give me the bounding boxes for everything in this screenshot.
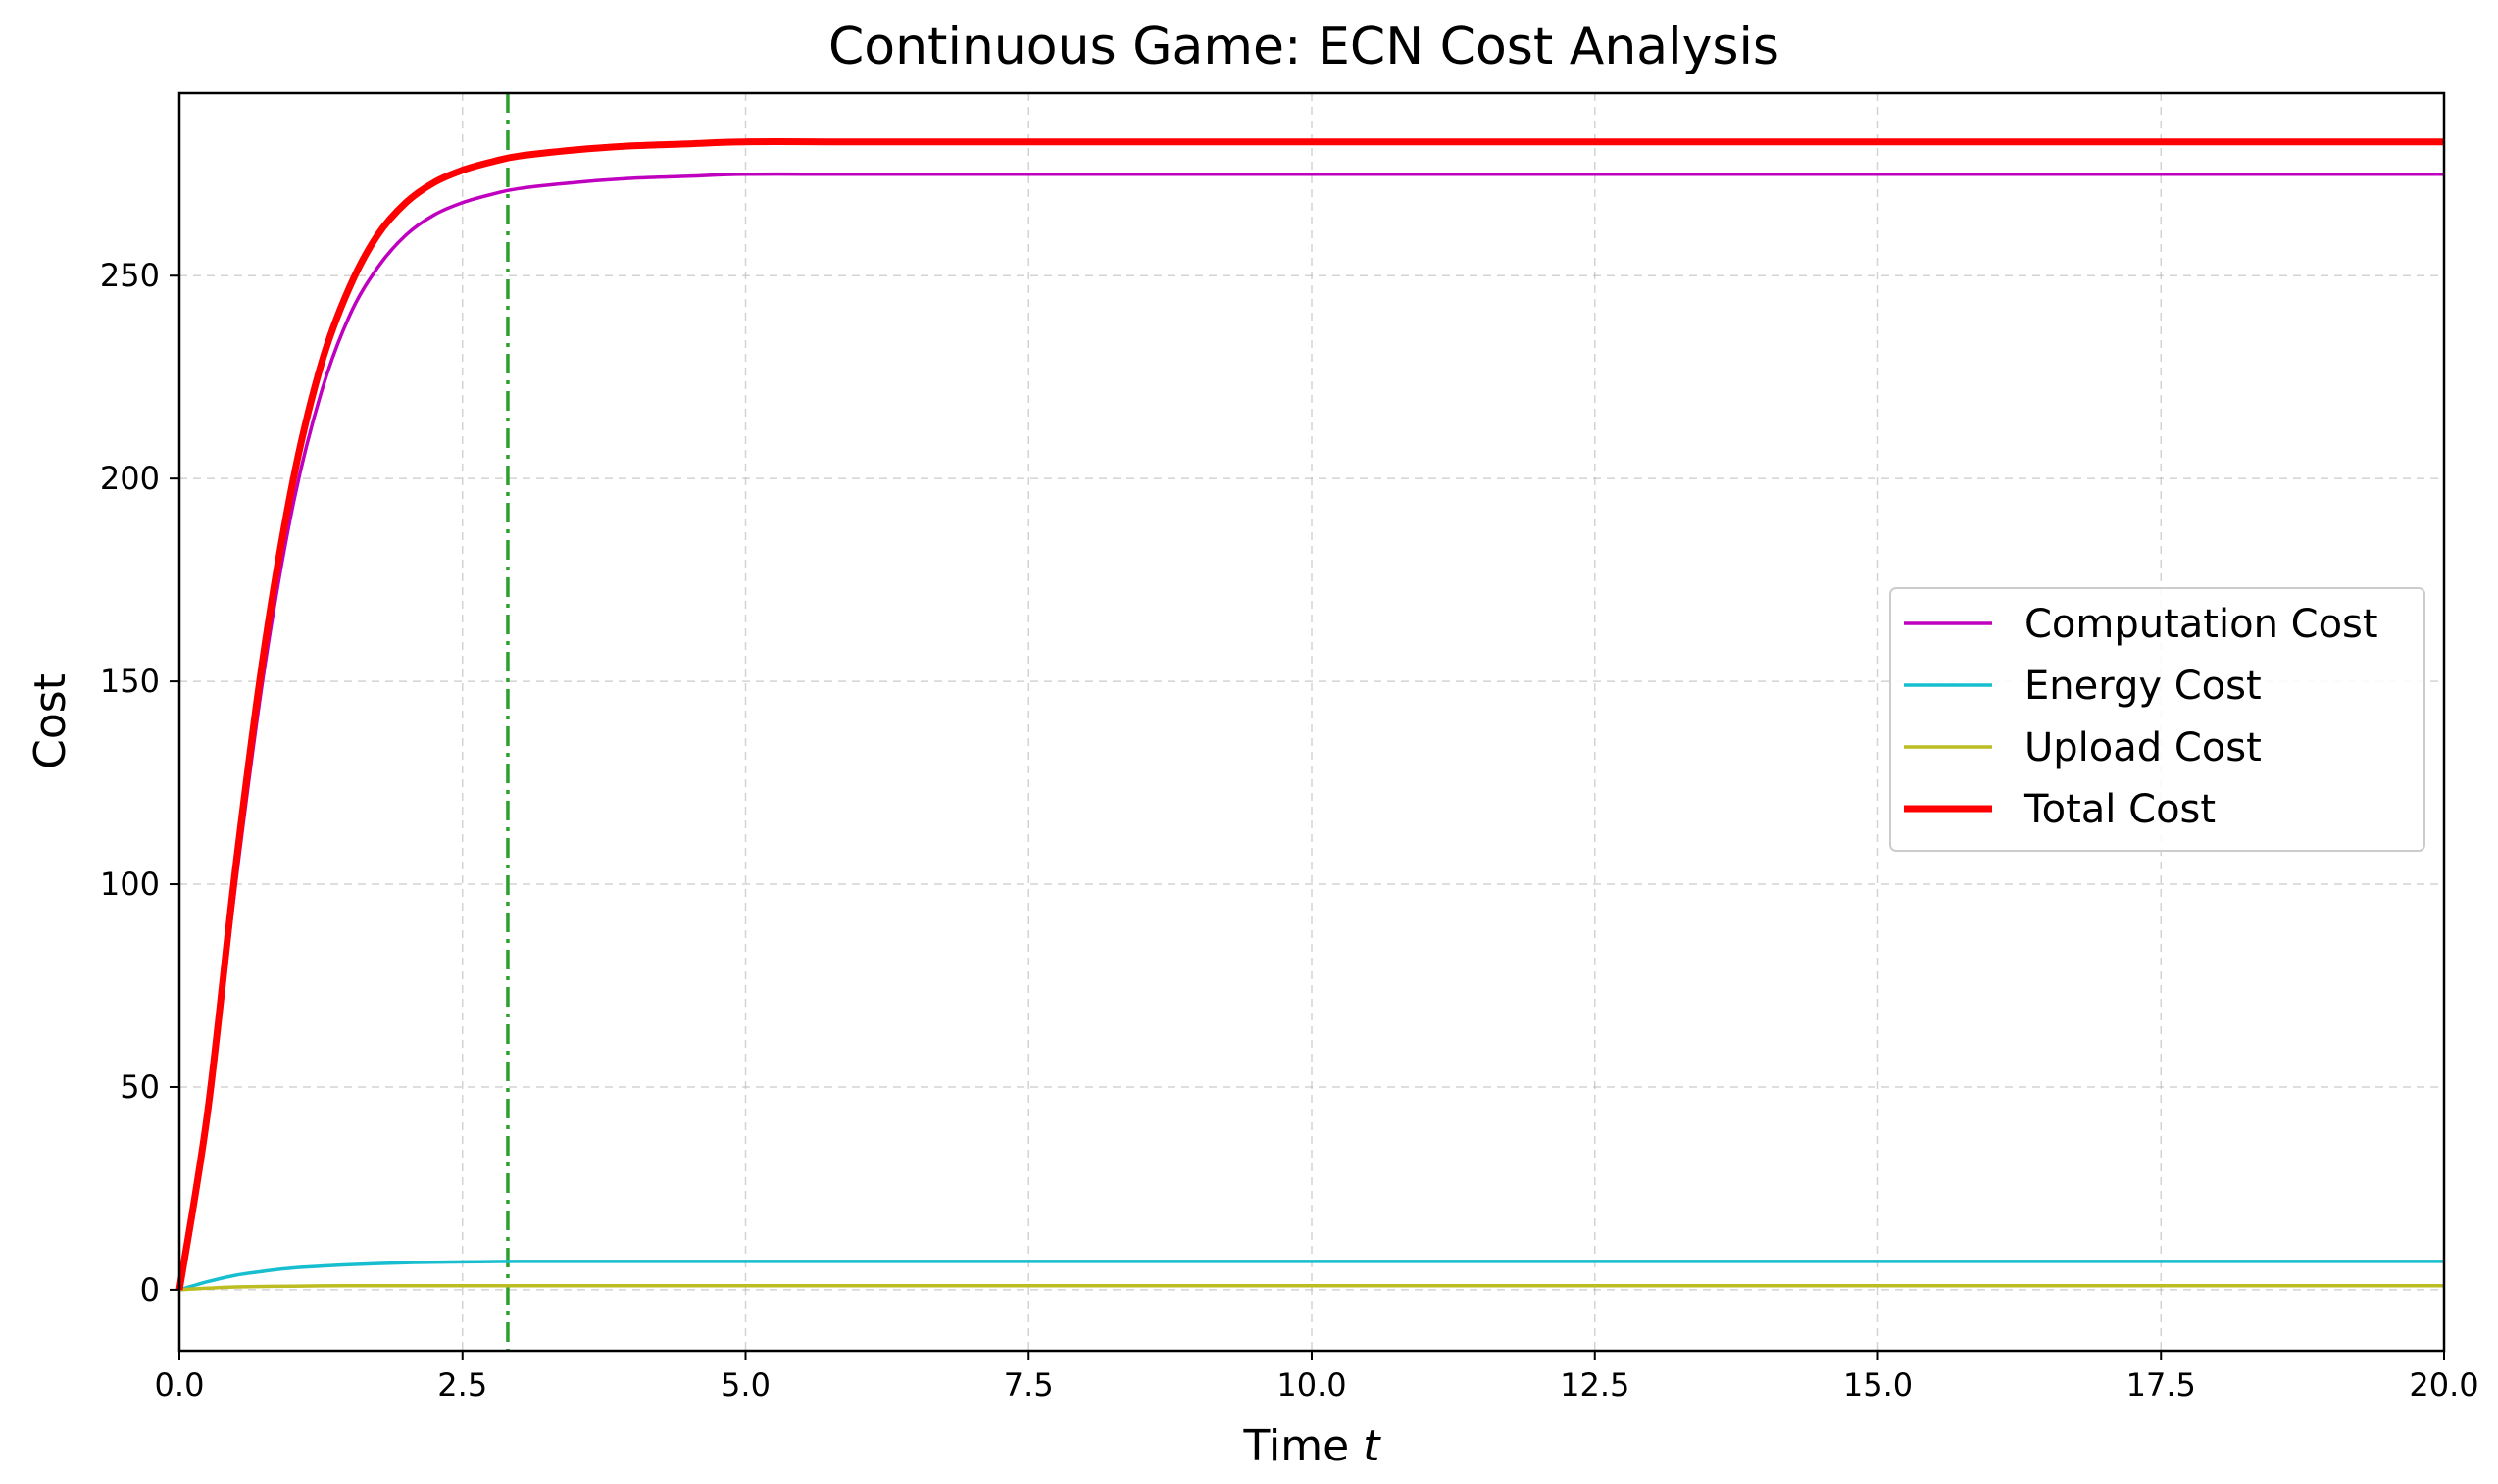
- x-axis-label: Time t: [1243, 1421, 1382, 1471]
- legend-label: Total Cost: [2023, 787, 2216, 832]
- legend-box: [1889, 587, 2425, 852]
- legend: Computation Cost Energy Cost Upload Cost To…: [1889, 587, 2425, 852]
- x-tick-label: 7.5: [1004, 1366, 1054, 1404]
- x-tick-label: 17.5: [2126, 1366, 2196, 1404]
- series-line-2: [178, 1284, 2444, 1292]
- y-axis-label: Cost: [25, 673, 75, 769]
- x-axis-label-variable: t: [1363, 1421, 1381, 1471]
- x-tick-label: 0.0: [155, 1366, 205, 1404]
- x-tick-label: 15.0: [1843, 1366, 1913, 1404]
- y-tick-label: 50: [120, 1068, 160, 1106]
- chart-title: Continuous Game: ECN Cost Analysis: [828, 18, 1779, 76]
- legend-label: Energy Cost: [2024, 664, 2262, 709]
- y-axis-ticks: 0 50 100 150 200 250: [100, 257, 179, 1309]
- legend-label: Upload Cost: [2024, 725, 2262, 770]
- series-line-1: [178, 1260, 2444, 1292]
- y-tick-label: 200: [100, 460, 160, 497]
- x-tick-label: 2.5: [437, 1366, 487, 1404]
- y-tick-label: 250: [100, 257, 160, 294]
- series-line-3: [175, 138, 2444, 1291]
- x-tick-label: 20.0: [2409, 1366, 2478, 1404]
- plot-lines: [175, 138, 2444, 1292]
- legend-label: Computation Cost: [2024, 602, 2378, 647]
- y-tick-label: 150: [100, 663, 160, 700]
- x-axis-ticks: 0.0 2.5 5.0 7.5 10.0 12.5 15.0 17.5 20.0: [155, 1351, 2479, 1404]
- y-tick-label: 100: [100, 866, 160, 903]
- x-tick-label: 5.0: [721, 1366, 771, 1404]
- y-tick-label: 0: [140, 1271, 160, 1309]
- x-axis-label-text: Time: [1243, 1421, 1350, 1471]
- x-tick-label: 12.5: [1560, 1366, 1629, 1404]
- x-tick-label: 10.0: [1276, 1366, 1346, 1404]
